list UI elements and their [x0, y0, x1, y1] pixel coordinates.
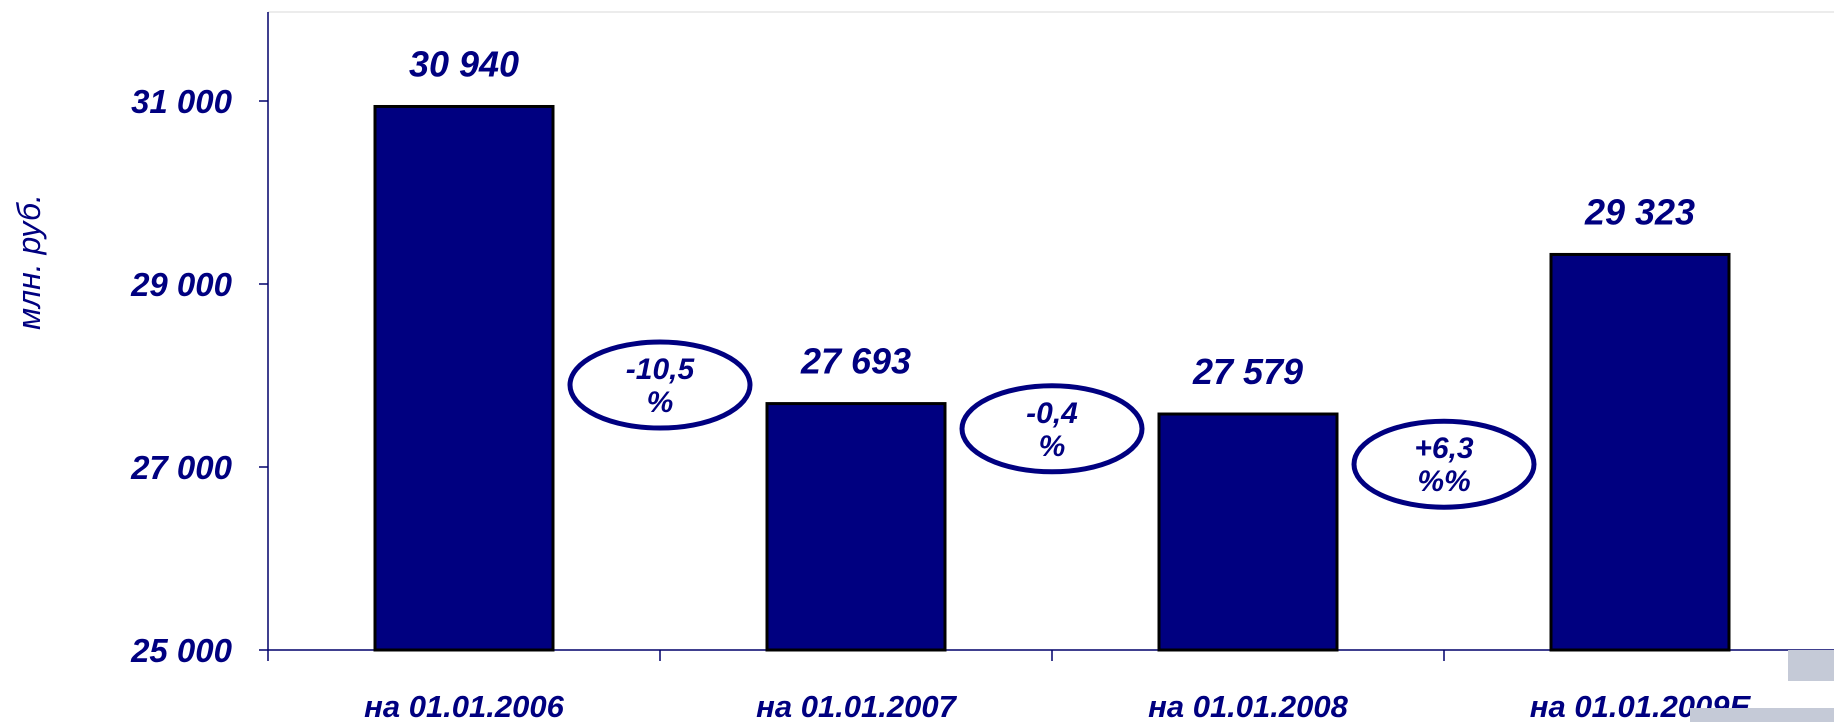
bar-value-label: 30 940	[409, 43, 519, 84]
x-category-label: на 01.01.2008	[1148, 689, 1348, 722]
bar	[373, 104, 555, 652]
change-label: -10,5	[626, 353, 696, 386]
y-tick-label: 25 000	[130, 632, 233, 669]
corner-decoration-block-bottom	[1690, 708, 1834, 722]
y-tick-label: 27 000	[130, 449, 233, 486]
change-label: -0,4	[1026, 397, 1078, 430]
x-category-label: на 01.01.2007	[756, 689, 957, 722]
change-ellipse	[1351, 418, 1537, 510]
change-label: %	[1039, 430, 1066, 463]
change-ellipse	[959, 383, 1145, 475]
labels: 25 000 27 000 29 000 31 000 млн. руб. 30 940 н…	[11, 43, 1752, 724]
bar-value-label: 27 693	[800, 341, 911, 382]
bar	[765, 402, 947, 652]
change-annotations: -10,5% -0,4% +6,3%%	[567, 339, 1537, 510]
y-tick-label: 31 000	[131, 83, 233, 120]
x-category-label: на 01.01.2006	[364, 689, 564, 722]
bar-value-label: 27 579	[1192, 351, 1303, 392]
change-ellipse	[567, 339, 753, 431]
change-label: +6,3	[1414, 432, 1474, 465]
y-axis-title: млн. руб.	[11, 194, 47, 330]
change-label: %	[647, 386, 674, 419]
corner-decoration-block-top	[1788, 650, 1834, 681]
bar	[1549, 252, 1731, 652]
change-label: %%	[1417, 465, 1470, 498]
bar-value-label: 29 323	[1584, 191, 1695, 232]
bar	[1157, 412, 1339, 652]
bars	[373, 104, 1731, 652]
y-tick-label: 29 000	[130, 266, 233, 303]
